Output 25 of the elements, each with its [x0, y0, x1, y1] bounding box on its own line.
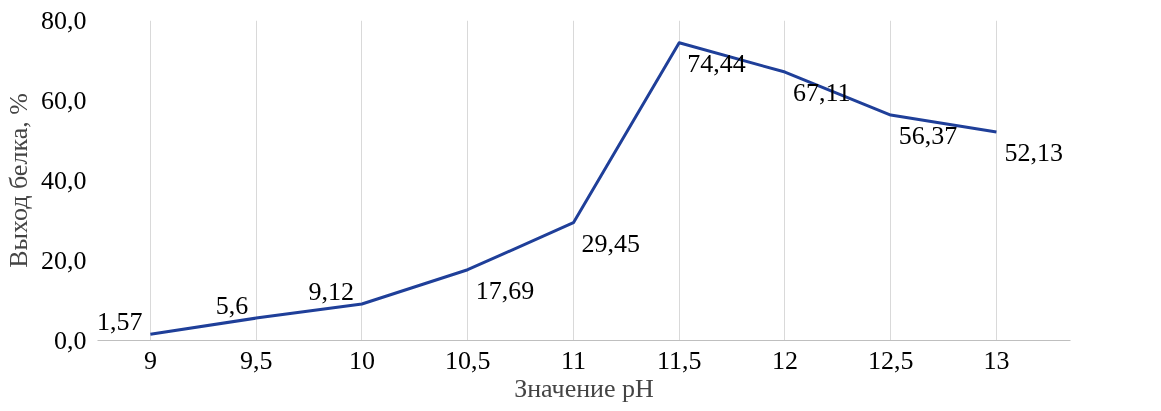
x-tick-label: 11,5	[656, 345, 702, 375]
x-tick-label: 10,5	[444, 345, 491, 375]
data-label: 74,44	[687, 48, 746, 78]
x-tick-label: 10	[348, 345, 375, 375]
line-series	[148, 41, 998, 336]
x-tick-label: 9	[143, 345, 157, 375]
x-tick-label: 13	[983, 345, 1010, 375]
data-label: 17,69	[475, 275, 535, 305]
x-tick-label: 9,5	[239, 345, 273, 375]
x-tick-label: 11	[560, 345, 586, 375]
x-tick-label: 12	[771, 345, 798, 375]
y-tick-label: 40,0	[41, 166, 87, 195]
data-label: 56,37	[898, 121, 958, 151]
x-tick-label: 12,5	[867, 345, 914, 375]
y-tick-label: 80,0	[41, 6, 87, 35]
y-tick-label: 20,0	[41, 246, 87, 275]
data-label: 1,57	[96, 307, 143, 337]
y-tick-label: 0,0	[54, 326, 87, 355]
y-axis-title: Выход белка, %	[4, 93, 33, 268]
y-tick-label: 60,0	[41, 86, 87, 115]
data-label: 5,6	[215, 291, 249, 321]
data-label: 9,12	[308, 277, 354, 307]
data-label: 29,45	[581, 228, 640, 258]
data-label: 52,13	[1004, 137, 1063, 167]
x-axis-title: Значение pH	[514, 373, 655, 403]
